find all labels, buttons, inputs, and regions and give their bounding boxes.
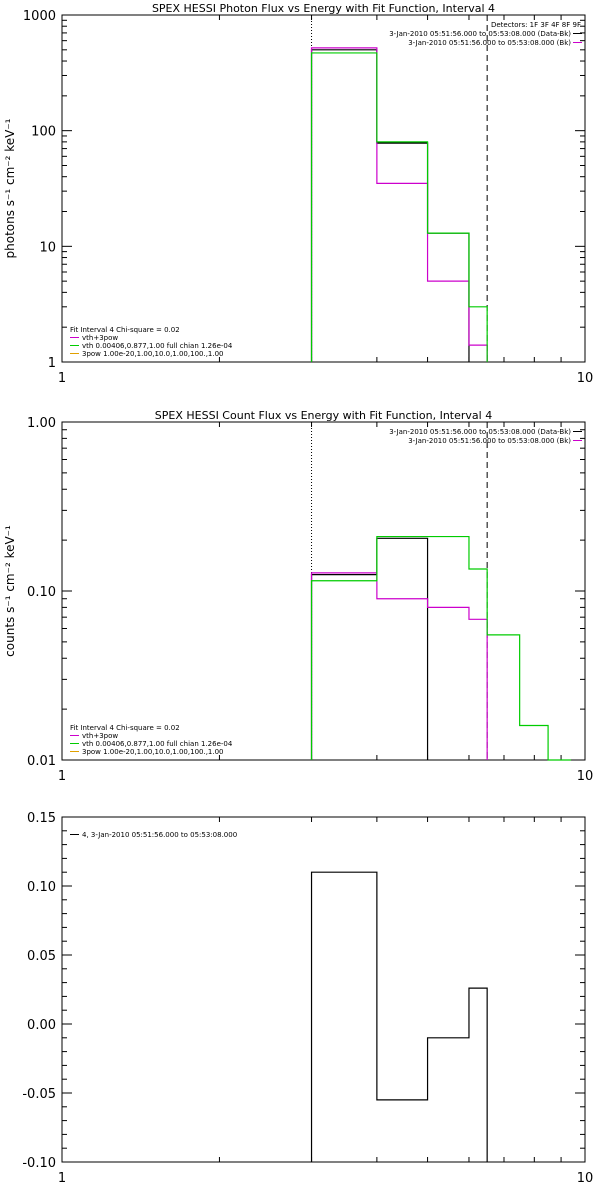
series-line-1 — [310, 871, 488, 1162]
legend-entry: 3-Jan-2010 05:51:56.000 to 05:53:08.000 … — [408, 39, 571, 47]
y-tick-label: 1.00 — [27, 416, 56, 431]
legend-entry: 3-Jan-2010 05:51:56.000 to 05:53:08.000 … — [389, 428, 571, 436]
x-tick-label: 1 — [58, 1171, 66, 1186]
y-tick-label: 10 — [39, 240, 56, 255]
series-line-2 — [310, 572, 488, 760]
y-tick-label: 0.15 — [27, 811, 56, 826]
legend-entry: 3-Jan-2010 05:51:56.000 to 05:53:08.000 … — [389, 30, 571, 38]
chart-panel-2: SPEX HESSI Count Flux vs Energy with Fit… — [3, 409, 593, 784]
chart-panel-3: 1 10 -0.10 -0.05 0.00 0.05 0.10 0.15 4, 3-Jan-20… — [22, 811, 593, 1186]
legend-entry: 4, 3-Jan-2010 05:51:56.000 to 05:53:08.0… — [82, 831, 237, 839]
legend-entry: 3pow 1.00e-20,1.00,10.0,1.00,100.,1.00 — [82, 748, 224, 756]
y-tick-label: 0.00 — [27, 1018, 56, 1033]
y-tick-label: 100 — [31, 125, 56, 140]
y-tick-label: -0.10 — [22, 1156, 56, 1171]
legend-entry: Fit Interval 4 Chi-square = 0.02 — [70, 326, 180, 334]
series-line-1 — [310, 537, 429, 760]
legend-entry: vth 0.00406,0.877,1.00 full chian 1.26e-… — [82, 740, 233, 748]
x-tick-label: 10 — [577, 371, 594, 386]
legend-entry: Detectors: 1F 3F 4F 8F 9F — [491, 21, 581, 29]
x-tick-label: 1 — [58, 371, 66, 386]
legend-entry: Fit Interval 4 Chi-square = 0.02 — [70, 724, 180, 732]
y-tick-label: 1 — [48, 356, 56, 371]
y-tick-label: 0.01 — [27, 754, 56, 769]
chart-title: SPEX HESSI Count Flux vs Energy with Fit… — [155, 409, 492, 422]
plot-frame — [61, 816, 586, 1163]
x-tick-label: 10 — [577, 769, 594, 784]
y-tick-label: 0.10 — [27, 585, 56, 600]
y-axis-label: photons s⁻¹ cm⁻² keV⁻¹ — [3, 118, 17, 258]
chart-panel-1: SPEX HESSI Photon Flux vs Energy with Fi… — [3, 2, 593, 386]
series-line-2 — [310, 47, 488, 362]
y-tick-label: 0.05 — [27, 949, 56, 964]
legend-entry: 3pow 1.00e-20,1.00,10.0,1.00,100.,1.00 — [82, 350, 224, 358]
y-tick-label: 0.10 — [27, 880, 56, 895]
legend-entry: vth+3pow — [82, 732, 118, 740]
x-tick-label: 1 — [58, 769, 66, 784]
legend-entry: vth+3pow — [82, 334, 118, 342]
series-line-3 — [310, 535, 571, 761]
y-tick-label: 1000 — [23, 9, 56, 24]
y-axis-label: counts s⁻¹ cm⁻² keV⁻¹ — [3, 525, 17, 657]
series-line-3 — [310, 52, 488, 362]
x-tick-label: 10 — [577, 1171, 594, 1186]
plot-frame — [61, 421, 586, 761]
legend-entry: 3-Jan-2010 05:51:56.000 to 05:53:08.000 … — [408, 437, 571, 445]
plot-frame — [61, 14, 586, 363]
chart-title: SPEX HESSI Photon Flux vs Energy with Fi… — [152, 2, 495, 15]
y-tick-label: -0.05 — [22, 1087, 56, 1102]
series-line-1 — [310, 49, 470, 362]
legend-entry: vth 0.00406,0.877,1.00 full chian 1.26e-… — [82, 342, 233, 350]
